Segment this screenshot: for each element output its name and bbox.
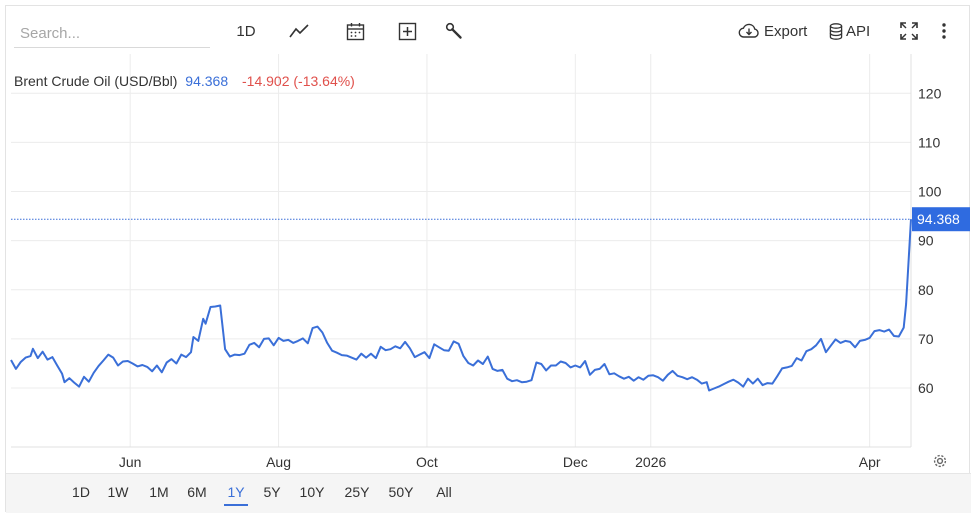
export-label: Export — [764, 22, 808, 40]
search-input[interactable] — [14, 20, 210, 48]
range-button-all[interactable]: All — [436, 484, 452, 500]
range-button-1d[interactable]: 1D — [72, 484, 90, 500]
cloud-download-icon — [738, 23, 759, 38]
legend-series-name: Brent Crude Oil (USD/Bbl) — [14, 73, 178, 89]
range-button-5y[interactable]: 5Y — [263, 484, 281, 500]
chart-legend: Brent Crude Oil (USD/Bbl) 94.368 -14.902… — [14, 73, 355, 89]
calendar-icon[interactable] — [344, 18, 366, 44]
api-button[interactable]: API — [829, 18, 875, 44]
gear-icon[interactable] — [931, 452, 949, 475]
last-price-label: 94.368 — [917, 211, 960, 227]
interval-button[interactable]: 1D — [236, 22, 256, 40]
price-chart: 60 70 80 90 100 110 120 Jun Aug Oct Dec 2026 Apr 94.3… — [10, 54, 970, 470]
add-indicator-icon[interactable] — [396, 18, 418, 44]
range-button-1m[interactable]: 1M — [149, 484, 169, 500]
legend-price: 94.368 — [185, 73, 229, 89]
legend-change: -14.902 (-13.64%) — [242, 73, 355, 89]
x-tick-label: 2026 — [635, 454, 666, 470]
x-tick-label: Jun — [119, 454, 142, 470]
range-button-1y[interactable]: 1Y — [224, 484, 248, 506]
range-selector: 1D 1W 1M 6M 1Y 5Y 10Y 25Y 50Y All — [6, 473, 971, 513]
range-button-1w[interactable]: 1W — [107, 484, 129, 500]
api-label: API — [846, 22, 871, 40]
y-tick-label: 110 — [918, 134, 941, 150]
range-button-50y[interactable]: 50Y — [388, 484, 414, 500]
range-button-6m[interactable]: 6M — [187, 484, 207, 500]
y-tick-label: 120 — [918, 85, 942, 101]
y-tick-label: 60 — [918, 380, 934, 396]
x-tick-label: Aug — [266, 454, 291, 470]
price-line — [10, 219, 912, 392]
range-button-10y[interactable]: 10Y — [299, 484, 325, 500]
y-tick-label: 70 — [918, 331, 934, 347]
more-menu-icon[interactable] — [936, 18, 952, 44]
last-price-tag — [912, 207, 970, 232]
y-tick-label: 100 — [918, 184, 942, 200]
export-button[interactable]: Export — [738, 18, 810, 44]
fullscreen-icon[interactable] — [898, 18, 920, 44]
wrench-icon[interactable] — [443, 18, 465, 44]
x-tick-label: Oct — [416, 454, 438, 470]
y-tick-label: 90 — [918, 233, 934, 249]
y-tick-label: 80 — [918, 282, 934, 298]
database-icon — [829, 22, 843, 40]
x-tick-label: Dec — [563, 454, 588, 470]
range-button-25y[interactable]: 25Y — [344, 484, 370, 500]
chart-type-line-icon[interactable] — [288, 18, 310, 44]
x-tick-label: Apr — [859, 454, 881, 470]
toolbar: 1D Export API — [6, 6, 971, 54]
